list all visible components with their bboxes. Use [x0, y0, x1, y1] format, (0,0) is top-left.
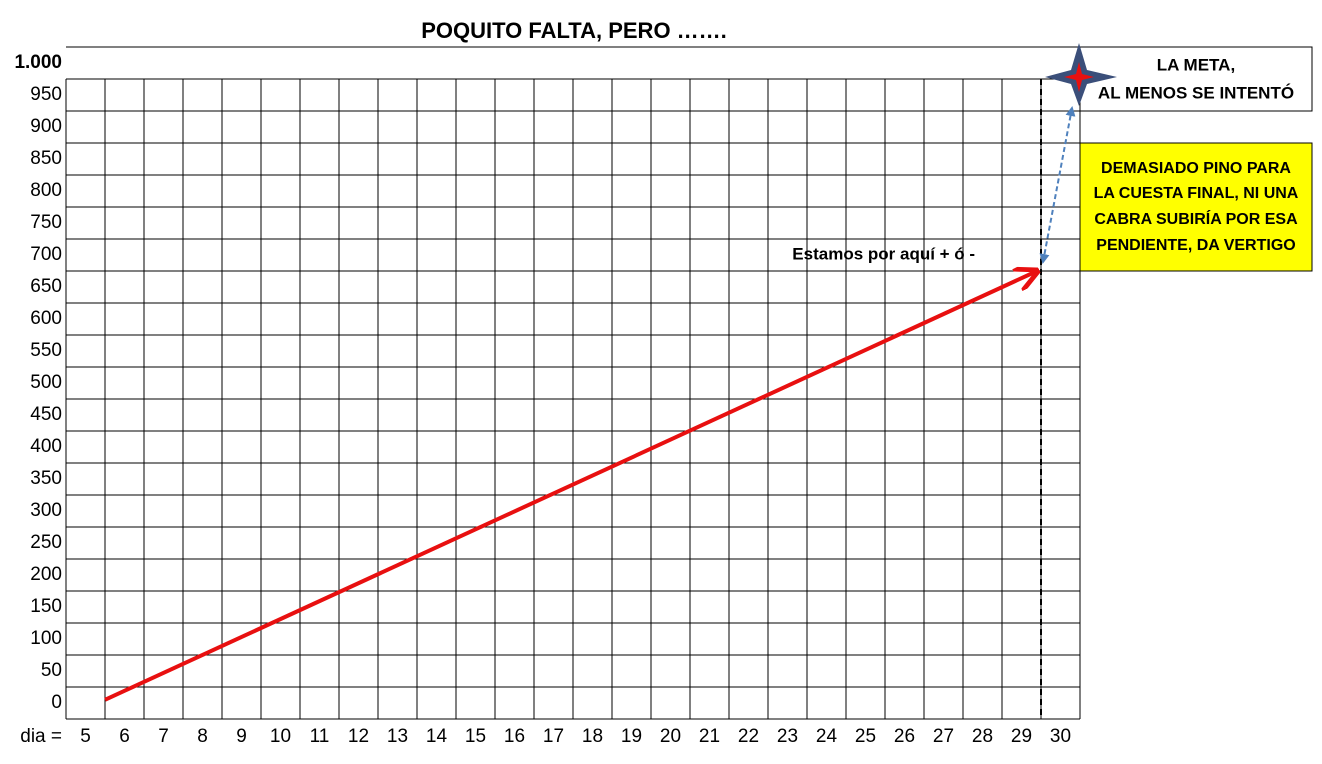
- goal-box: [1079, 46, 1313, 112]
- y-tick-label: 800: [30, 180, 62, 201]
- x-tick-label: 6: [119, 726, 130, 747]
- x-tick-label: 23: [777, 726, 798, 747]
- y-tick-label: 650: [30, 276, 62, 297]
- x-tick-label: 28: [972, 726, 993, 747]
- x-tick-label: 9: [236, 726, 247, 747]
- note-text: PENDIENTE, DA VERTIGO: [1096, 237, 1295, 254]
- note-text: DEMASIADO PINO PARA: [1101, 160, 1291, 177]
- note-box: [1079, 142, 1313, 272]
- x-tick-label: 29: [1011, 726, 1032, 747]
- y-tick-label: 600: [30, 308, 62, 329]
- x-tick-label: 5: [80, 726, 91, 747]
- y-tick-label: 350: [30, 468, 62, 489]
- y-tick-label: 150: [30, 596, 62, 617]
- x-tick-label: 7: [158, 726, 169, 747]
- y-tick-label: 1.000: [14, 52, 62, 73]
- x-axis-label: dia =: [20, 726, 62, 747]
- x-tick-label: 13: [387, 726, 408, 747]
- x-tick-label: 30: [1050, 726, 1071, 747]
- x-tick-label: 21: [699, 726, 720, 747]
- x-tick-label: 19: [621, 726, 642, 747]
- series-label: Estamos por aquí + ó -: [792, 244, 975, 263]
- x-tick-label: 25: [855, 726, 876, 747]
- y-tick-label: 400: [30, 436, 62, 457]
- goal-text: AL MENOS SE INTENTÓ: [1098, 83, 1294, 102]
- trend-arrow: [104, 271, 1037, 702]
- x-tick-label: 10: [270, 726, 291, 747]
- x-tick-label: 12: [348, 726, 369, 747]
- y-tick-label: 750: [30, 212, 62, 233]
- x-tick-label: 11: [310, 726, 330, 747]
- x-tick-label: 8: [197, 726, 208, 747]
- y-tick-label: 950: [30, 84, 62, 105]
- dashed-arrow: [1039, 106, 1076, 264]
- x-tick-label: 26: [894, 726, 915, 747]
- y-tick-label: 850: [30, 148, 62, 169]
- x-tick-label: 14: [426, 726, 448, 747]
- x-tick-label: 16: [504, 726, 525, 747]
- y-tick-label: 900: [30, 116, 62, 137]
- note-text: LA CUESTA FINAL, NI UNA: [1094, 185, 1299, 202]
- y-tick-label: 50: [41, 660, 62, 681]
- y-tick-label: 700: [30, 244, 62, 265]
- y-tick-label: 100: [30, 628, 62, 649]
- x-tick-label: 18: [582, 726, 603, 747]
- x-tick-label: 22: [738, 726, 759, 747]
- y-tick-label: 200: [30, 564, 62, 585]
- x-tick-label: 17: [543, 726, 564, 747]
- y-tick-label: 450: [30, 404, 62, 425]
- note-text: CABRA SUBIRÍA POR ESA: [1094, 209, 1298, 228]
- x-tick-label: 20: [660, 726, 681, 747]
- y-tick-label: 550: [30, 340, 62, 361]
- y-tick-label: 0: [51, 692, 62, 713]
- y-tick-label: 250: [30, 532, 62, 553]
- goal-text: LA META,: [1157, 55, 1235, 74]
- y-tick-label: 300: [30, 500, 62, 521]
- x-tick-label: 15: [465, 726, 486, 747]
- x-tick-label: 27: [933, 726, 954, 747]
- chart-title: POQUITO FALTA, PERO …….: [421, 18, 727, 43]
- star-center: [1064, 62, 1094, 92]
- x-tick-label: 24: [816, 726, 838, 747]
- y-tick-label: 500: [30, 372, 62, 393]
